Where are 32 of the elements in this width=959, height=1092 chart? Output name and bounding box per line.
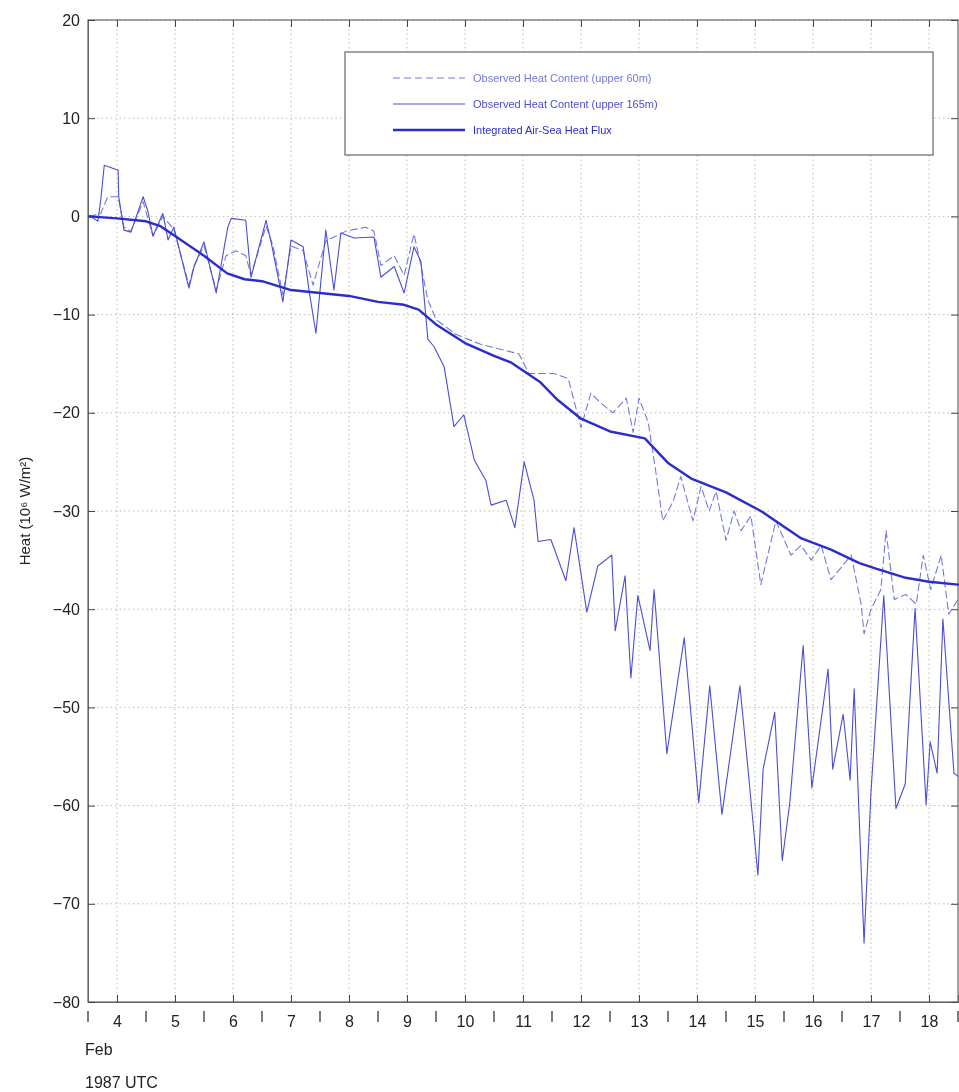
text: Observed Heat Content (upper 165m) bbox=[473, 98, 658, 110]
x-tick-label: 16 bbox=[804, 1013, 823, 1031]
x-tick-label: 18 bbox=[920, 1013, 939, 1031]
y-axis-title: Heat (10⁶ W/m²) bbox=[16, 456, 33, 566]
y-tick-label: −60 bbox=[52, 797, 81, 815]
x-tick-label: 9 bbox=[403, 1013, 413, 1031]
text: Observed Heat Content (upper 60m) bbox=[473, 72, 652, 84]
x-tick-label: 10 bbox=[456, 1013, 475, 1031]
x-tick-label: 13 bbox=[630, 1013, 649, 1031]
y-tick-label: −20 bbox=[52, 404, 81, 422]
x-tick-label: 8 bbox=[345, 1013, 355, 1031]
x-tick-label: 14 bbox=[688, 1013, 707, 1031]
text: Integrated Air-Sea Heat Flux bbox=[473, 124, 613, 136]
x-tick-label: 5 bbox=[171, 1013, 181, 1031]
x-tick-label: 6 bbox=[229, 1013, 239, 1031]
y-tick-label: −40 bbox=[52, 600, 81, 618]
x-tick-label: 15 bbox=[746, 1013, 765, 1031]
y-tick-label: −70 bbox=[52, 895, 81, 913]
y-tick-label: 0 bbox=[71, 208, 81, 226]
x-axis-title: Feb 1987 UTC bbox=[85, 1041, 158, 1091]
x-tick-label: 12 bbox=[572, 1013, 591, 1031]
x-tick-label: 17 bbox=[862, 1013, 881, 1031]
x-tick-label: 7 bbox=[287, 1013, 297, 1031]
y-tick-label: −80 bbox=[52, 993, 81, 1011]
x-tick-label: 4 bbox=[113, 1013, 123, 1031]
y-tick-label: −50 bbox=[52, 699, 81, 717]
y-tick-label: −30 bbox=[52, 502, 81, 520]
line-series bbox=[87, 215, 959, 586]
x-tick-label: 11 bbox=[515, 1013, 532, 1031]
y-tick-label: 20 bbox=[62, 11, 81, 29]
y-tick-label: 10 bbox=[62, 109, 81, 127]
y-tick-label: −10 bbox=[52, 306, 81, 324]
